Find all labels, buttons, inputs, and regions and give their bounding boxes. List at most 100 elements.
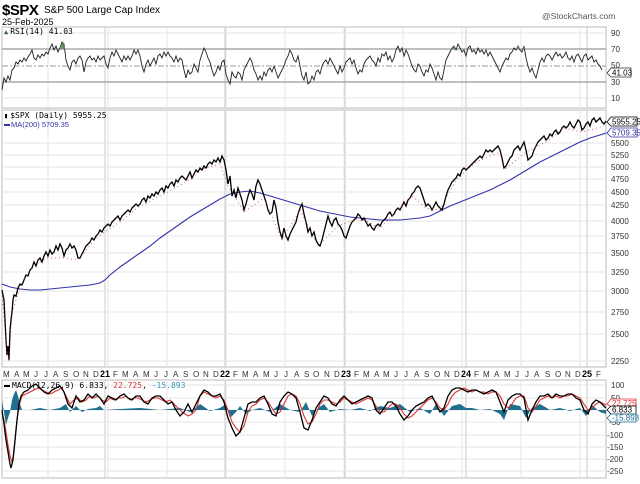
svg-text:A: A: [414, 370, 420, 379]
svg-text:N: N: [203, 370, 209, 379]
macd-signal-line: [1, 387, 607, 465]
macd-line-icon: [4, 384, 10, 387]
rsi-line: [1, 41, 603, 91]
svg-text:A: A: [534, 370, 540, 379]
macd-line: [1, 383, 607, 469]
svg-text:5500: 5500: [611, 139, 629, 148]
svg-text:M: M: [242, 370, 249, 379]
svg-text:A: A: [494, 370, 500, 379]
svg-text:-100: -100: [607, 431, 624, 440]
svg-text:N: N: [324, 370, 330, 379]
svg-text:10: 10: [611, 94, 620, 103]
svg-text:23: 23: [341, 369, 351, 379]
price-grid: [2, 142, 606, 362]
svg-text:O: O: [434, 370, 440, 379]
svg-text:S: S: [424, 370, 429, 379]
rsi-legend-text: RSI(14) 41.03: [10, 27, 73, 36]
ohlc-bars-icon: ▮: [4, 112, 9, 120]
svg-text:4000: 4000: [611, 217, 629, 226]
svg-text:J: J: [284, 370, 288, 379]
svg-text:5250: 5250: [611, 151, 629, 160]
svg-text:50: 50: [611, 394, 620, 403]
svg-text:F: F: [596, 370, 601, 379]
svg-text:J: J: [154, 370, 158, 379]
svg-text:N: N: [565, 370, 571, 379]
svg-text:-50: -50: [609, 418, 621, 427]
svg-text:O: O: [193, 370, 199, 379]
svg-text:3750: 3750: [611, 232, 629, 241]
macd-legend: MACD(12,26,9) 6.833, 22.725, -15.893: [4, 381, 185, 390]
svg-text:5955.25: 5955.25: [612, 118, 640, 127]
svg-text:J: J: [164, 370, 168, 379]
svg-text:M: M: [504, 370, 511, 379]
rsi-overbought-fill: [61, 42, 525, 50]
svg-text:J: J: [515, 370, 519, 379]
svg-text:J: J: [394, 370, 398, 379]
svg-text:22: 22: [220, 369, 230, 379]
ma200-value-tag: 5709.35: [606, 127, 640, 138]
svg-text:M: M: [3, 370, 10, 379]
svg-text:6.833: 6.833: [612, 406, 633, 415]
svg-text:D: D: [575, 370, 581, 379]
svg-text:70: 70: [611, 45, 620, 54]
svg-text:J: J: [525, 370, 529, 379]
svg-text:M: M: [143, 370, 150, 379]
svg-text:M: M: [23, 370, 30, 379]
svg-text:D: D: [454, 370, 460, 379]
svg-text:N: N: [444, 370, 450, 379]
symbol-title: $SPX: [2, 2, 39, 19]
macd-value-tag: 6.833: [606, 406, 637, 415]
svg-text:N: N: [83, 370, 89, 379]
svg-text:22.725: 22.725: [612, 399, 637, 408]
svg-text:21: 21: [100, 369, 110, 379]
svg-text:-200: -200: [607, 455, 624, 464]
svg-text:F: F: [233, 370, 238, 379]
price-legend: ▮ $SPX (Daily) 5955.25: [4, 111, 107, 120]
svg-text:-250: -250: [607, 467, 624, 476]
svg-text:S: S: [545, 370, 550, 379]
svg-text:O: O: [555, 370, 561, 379]
rsi-legend: ▲ RSI(14) 41.03: [4, 27, 73, 36]
svg-text:5709.35: 5709.35: [612, 129, 640, 138]
svg-text:M: M: [483, 370, 490, 379]
ma200-legend: MA(200) 5709.35: [4, 120, 69, 129]
svg-text:2250: 2250: [611, 357, 629, 366]
rsi-grid: [2, 32, 606, 99]
price-panel: [1, 109, 607, 368]
ma200-legend-text: MA(200) 5709.35: [11, 120, 69, 129]
svg-text:A: A: [53, 370, 59, 379]
copyright: @StockCharts.com: [542, 11, 616, 21]
svg-text:A: A: [133, 370, 139, 379]
macd-histogram: [2, 390, 606, 425]
svg-text:A: A: [374, 370, 380, 379]
svg-text:50: 50: [611, 61, 620, 70]
svg-text:25: 25: [582, 369, 592, 379]
svg-text:30: 30: [611, 78, 620, 87]
price-legend-text: $SPX (Daily) 5955.25: [10, 111, 107, 120]
macd-hist-tag: -15.893: [606, 414, 640, 423]
rsi-icon: ▲: [4, 28, 9, 36]
svg-text:A: A: [294, 370, 300, 379]
macd-grid: [2, 384, 606, 472]
svg-text:M: M: [363, 370, 370, 379]
svg-text:A: A: [14, 370, 20, 379]
macd-legend-hist: -15.893: [151, 381, 186, 390]
price-line: [1, 116, 607, 361]
price-value-tag: 5955.25: [606, 116, 640, 127]
svg-text:F: F: [113, 370, 118, 379]
ma-line-icon: [4, 124, 10, 127]
svg-text:J: J: [44, 370, 48, 379]
svg-text:2500: 2500: [611, 330, 629, 339]
vertical-grid: [47, 27, 581, 478]
svg-text:3500: 3500: [611, 249, 629, 258]
svg-text:5000: 5000: [611, 163, 629, 172]
macd-y-axis: 100 50 0 -50 -100 -150 -200 -250: [607, 381, 625, 476]
svg-text:-150: -150: [607, 443, 624, 452]
chart-date: 25-Feb-2025: [2, 17, 54, 27]
ma200-line: [1, 132, 607, 291]
price-y-axis: 5500 5250 5000 4750 4500 4250 4000 3750 …: [611, 139, 629, 366]
svg-text:D: D: [213, 370, 219, 379]
svg-text:90: 90: [611, 29, 620, 38]
x-axis: M A M J J A S O N D 21 F M A M J J A S O…: [3, 369, 601, 379]
rsi-y-axis: 90 70 50 30 10: [611, 29, 620, 103]
